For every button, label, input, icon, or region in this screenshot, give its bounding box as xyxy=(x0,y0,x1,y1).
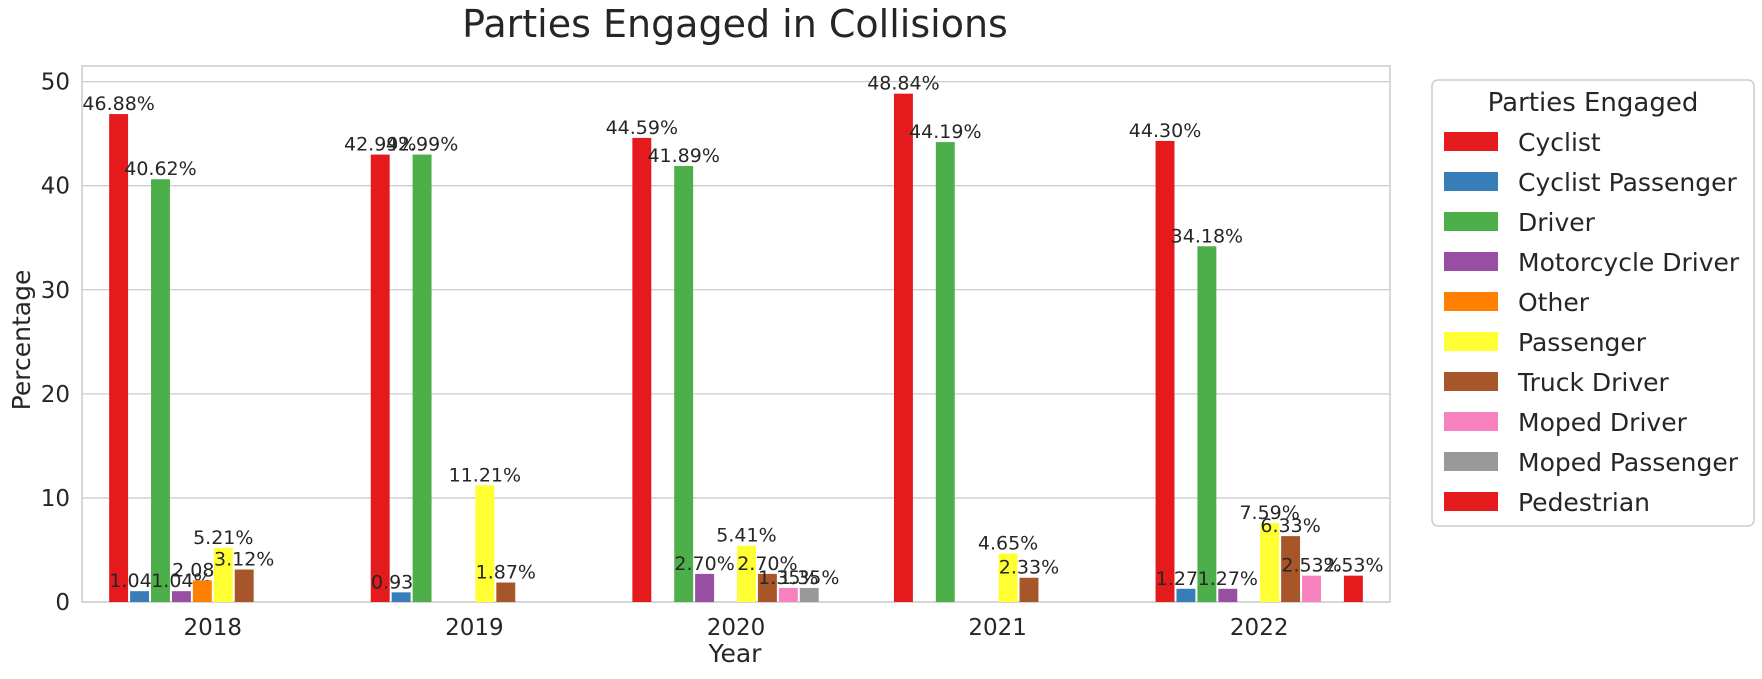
legend-entry: Moped Passenger xyxy=(1518,448,1739,477)
bar xyxy=(1281,536,1301,602)
bar xyxy=(1260,523,1280,602)
legend-swatch xyxy=(1444,332,1498,351)
bar xyxy=(130,591,150,602)
bar xyxy=(1155,140,1175,603)
bar xyxy=(192,580,212,602)
bar-value-label: 2.33% xyxy=(999,557,1059,579)
bar xyxy=(109,114,129,602)
bar xyxy=(151,179,170,602)
bar xyxy=(475,485,495,602)
y-axis-label: Percentage xyxy=(7,270,36,411)
bar xyxy=(412,154,432,602)
bar xyxy=(799,587,819,602)
legend-entry: Other xyxy=(1518,288,1590,317)
bar xyxy=(234,569,254,602)
legend-swatch xyxy=(1444,212,1498,231)
bar xyxy=(935,142,955,602)
x-tick-label: 2021 xyxy=(968,615,1027,641)
bar xyxy=(391,592,411,602)
bar-value-label: 2.70% xyxy=(737,553,797,575)
bar-value-label: 41.89% xyxy=(647,145,719,167)
bar xyxy=(1343,575,1363,602)
legend-swatch xyxy=(1444,252,1498,271)
legend-entry: Cyclist xyxy=(1518,128,1601,157)
bar xyxy=(737,545,756,602)
bar-value-label: 2.53% xyxy=(1281,555,1341,577)
bar xyxy=(778,587,798,602)
bar xyxy=(632,137,652,602)
x-axis-label: Year xyxy=(708,639,763,668)
legend-swatch xyxy=(1444,412,1498,431)
legend-swatch xyxy=(1444,492,1498,511)
bar-value-label: 5.41% xyxy=(716,525,776,547)
legend-entry: Driver xyxy=(1518,208,1596,237)
bar-value-label: 1.35% xyxy=(779,567,839,589)
bar-value-label: 42.99% xyxy=(344,134,416,156)
x-tick-label: 2018 xyxy=(184,615,243,641)
bar xyxy=(893,93,913,602)
legend-entry: Cyclist Passenger xyxy=(1518,168,1737,197)
bar xyxy=(1218,588,1238,602)
bar-value-label: 44.19% xyxy=(909,121,981,143)
bar xyxy=(1019,577,1039,602)
legend-swatch xyxy=(1444,372,1498,391)
bar-value-label: 48.84% xyxy=(867,73,939,95)
bar xyxy=(757,573,777,602)
y-tick-label: 50 xyxy=(41,70,70,96)
x-tick-label: 2020 xyxy=(707,615,766,641)
bar-value-label: 44.30% xyxy=(1129,120,1201,142)
bar-value-label: 5.21% xyxy=(193,527,253,549)
bar-value-label: 1.27% xyxy=(1198,568,1258,590)
bar-value-label: 3.12% xyxy=(214,549,274,571)
bar xyxy=(998,553,1018,602)
legend-box xyxy=(1431,79,1755,527)
bar-value-label: 7.59% xyxy=(1239,502,1299,524)
x-tick-label: 2019 xyxy=(445,615,504,641)
bar-value-label: 44.59% xyxy=(606,117,678,139)
bar-value-label: 11.21% xyxy=(449,464,521,486)
bar xyxy=(1176,588,1196,602)
bar xyxy=(370,154,390,602)
bar-value-label: 40.62% xyxy=(124,158,196,180)
y-tick-label: 20 xyxy=(41,382,70,408)
legend-entry: Pedestrian xyxy=(1518,488,1650,517)
bar-value-label: 34.18% xyxy=(1171,225,1243,247)
legend-entry: Truck Driver xyxy=(1517,368,1670,397)
y-tick-label: 40 xyxy=(41,174,70,200)
bar-value-label: 1.35% xyxy=(758,567,818,589)
plot-area: 01020304050201846.88%1.04%40.62%1.04%2.0… xyxy=(41,65,1391,641)
bar xyxy=(695,573,715,602)
legend-swatch xyxy=(1444,172,1498,191)
y-tick-label: 30 xyxy=(41,278,70,304)
plot-frame xyxy=(81,65,1391,603)
bar-value-label: 46.88% xyxy=(82,93,154,115)
legend-entry: Moped Driver xyxy=(1518,408,1688,437)
y-tick-label: 0 xyxy=(55,590,70,616)
bar xyxy=(1302,575,1321,602)
legend: Parties Engaged Cyclist Cyclist Passenger D… xyxy=(1431,79,1755,527)
bar-value-label: 6.33% xyxy=(1260,515,1320,537)
bar-value-label: 1.87% xyxy=(476,562,536,584)
y-tick-label: 10 xyxy=(41,486,70,512)
legend-swatch xyxy=(1444,132,1498,151)
bar xyxy=(674,166,694,602)
legend-entry: Passenger xyxy=(1518,328,1647,357)
legend-title: Parties Engaged xyxy=(1488,88,1699,118)
bar-value-label: 2.53% xyxy=(1323,555,1383,577)
bar xyxy=(213,547,233,602)
bar xyxy=(171,591,191,602)
bar xyxy=(496,582,516,602)
bar xyxy=(1197,246,1217,603)
legend-swatch xyxy=(1444,292,1498,311)
legend-swatch xyxy=(1444,452,1498,471)
bar-value-label: 2.70% xyxy=(674,553,734,575)
bar-value-label: 42.99% xyxy=(386,134,458,156)
legend-entry: Motorcycle Driver xyxy=(1518,248,1740,277)
x-tick-label: 2022 xyxy=(1230,615,1289,641)
chart-title: Parties Engaged in Collisions xyxy=(462,2,1008,46)
bar-value-label: 4.65% xyxy=(978,533,1038,555)
